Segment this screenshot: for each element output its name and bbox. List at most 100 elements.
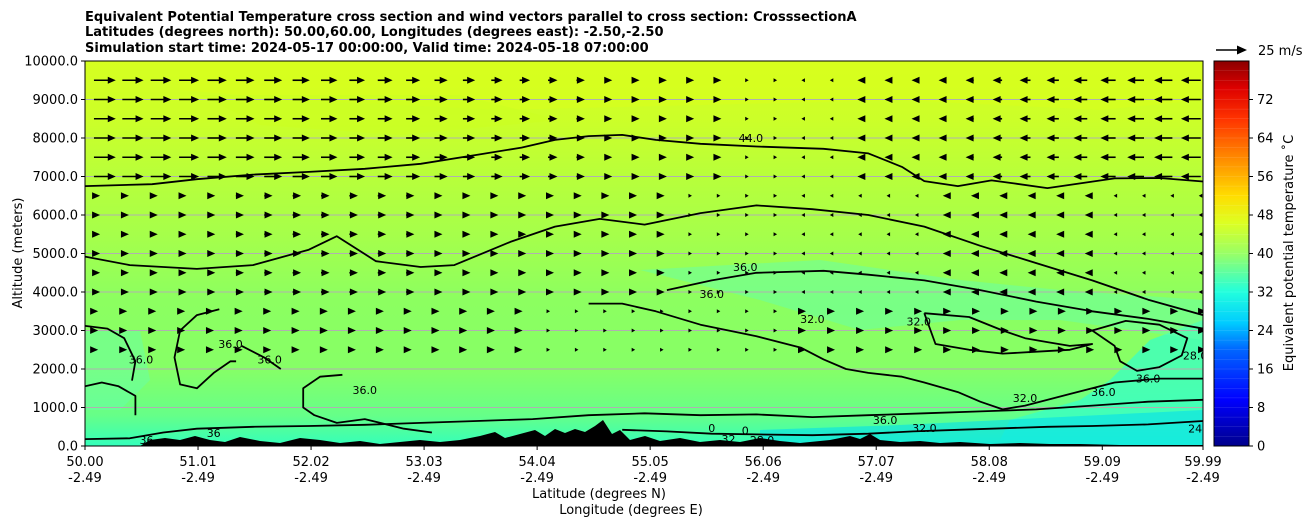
colorbar-tick-label: 16 bbox=[1257, 363, 1274, 378]
wind-vector-head bbox=[856, 327, 865, 334]
wind-vector-head bbox=[1019, 96, 1028, 103]
wind-vector bbox=[1170, 232, 1174, 237]
contour-line-36 bbox=[173, 308, 237, 390]
wind-vector-head bbox=[347, 307, 356, 315]
contour-label: 36.0 bbox=[733, 261, 758, 274]
wind-vector-head bbox=[149, 230, 158, 238]
wind-vector-head bbox=[148, 327, 157, 334]
wind-vector-head bbox=[656, 192, 665, 200]
wind-vector-head bbox=[656, 250, 665, 257]
wind-vector bbox=[688, 347, 692, 352]
wind-vector-head bbox=[942, 192, 951, 200]
wind-vector-head bbox=[573, 269, 582, 277]
wind-vector-head bbox=[576, 173, 585, 180]
wind-vector-head bbox=[549, 96, 558, 103]
wind-vector-head bbox=[1019, 115, 1028, 123]
wind-vector-head bbox=[263, 327, 272, 334]
wind-vector bbox=[1198, 213, 1203, 217]
wind-vector-head bbox=[246, 96, 255, 103]
wind-vector-head bbox=[686, 134, 695, 142]
contour-labels: 44.0 36.0 36.0 32.0 32.0 32.0 36.0 32.0 36.0 36.0… bbox=[129, 132, 1203, 446]
wind-vector-head bbox=[631, 173, 640, 180]
wind-vector-head bbox=[467, 173, 476, 180]
wind-vector-head bbox=[914, 346, 923, 354]
wind-vector-head bbox=[234, 327, 243, 334]
wind-vector-head bbox=[884, 173, 893, 180]
wind-vector-head bbox=[631, 134, 640, 142]
wind-vector-head bbox=[462, 288, 471, 296]
wind-vector-head bbox=[518, 192, 527, 200]
x-tick-label-lon: -2.49 bbox=[407, 471, 441, 486]
contour-line-36 bbox=[1091, 320, 1189, 372]
wind-vector-head bbox=[403, 307, 412, 315]
wind-vector-head bbox=[601, 288, 610, 296]
x-tick-label-lat: 54.04 bbox=[519, 455, 556, 470]
wind-vector-head bbox=[349, 192, 358, 200]
wind-vector-head bbox=[246, 173, 255, 180]
wind-vector-head bbox=[293, 192, 302, 200]
wind-vector-head bbox=[856, 307, 865, 315]
wind-vector bbox=[1113, 232, 1118, 237]
wind-vector-head bbox=[656, 288, 665, 296]
wind-vector bbox=[1113, 213, 1118, 217]
wind-vector-head bbox=[293, 211, 302, 219]
wind-vector-head bbox=[798, 327, 807, 334]
wind-vector-head bbox=[1046, 115, 1055, 123]
wind-vector bbox=[631, 309, 636, 314]
wind-vector bbox=[829, 155, 834, 160]
wind-vector-head bbox=[1046, 96, 1055, 103]
wind-vector-head bbox=[1142, 327, 1151, 334]
wind-vector-head bbox=[406, 269, 415, 277]
wind-vector-head bbox=[1198, 307, 1203, 315]
wind-vector bbox=[858, 251, 862, 256]
wind-vector-head bbox=[149, 192, 158, 200]
wind-vector-head bbox=[459, 346, 468, 354]
wind-vector-head bbox=[938, 134, 947, 142]
wind-vector-head bbox=[406, 288, 415, 296]
wind-vector-head bbox=[713, 76, 722, 84]
contour-label: 36.0 bbox=[257, 353, 282, 366]
wind-vector-head bbox=[1100, 115, 1109, 123]
wind-vector-head bbox=[135, 76, 144, 84]
wind-vector-head bbox=[293, 288, 302, 296]
wind-vector-head bbox=[1084, 288, 1093, 296]
wind-vector-head bbox=[1086, 327, 1095, 334]
wind-vector bbox=[773, 78, 778, 83]
wind-vector-head bbox=[884, 96, 893, 103]
wind-vector bbox=[1113, 193, 1118, 198]
wind-vector-head bbox=[163, 115, 172, 123]
wind-vector-head bbox=[301, 96, 310, 103]
wind-vector-head bbox=[349, 211, 358, 219]
wind-vector-head bbox=[434, 192, 443, 200]
wind-vector-head bbox=[1084, 211, 1093, 219]
y-axis-label: Altitude (meters) bbox=[11, 198, 26, 309]
wind-vector-head bbox=[1154, 76, 1163, 84]
wind-vector-head bbox=[972, 346, 981, 354]
wind-vector-head bbox=[857, 134, 866, 142]
wind-vector-head bbox=[90, 307, 99, 315]
wind-vectors bbox=[90, 76, 1203, 354]
wind-vector-head bbox=[601, 269, 610, 277]
wind-vector-head bbox=[119, 327, 128, 334]
wind-vector-head bbox=[1056, 230, 1065, 238]
wind-vector-head bbox=[1056, 192, 1065, 200]
wind-vector bbox=[914, 193, 919, 198]
wind-vector bbox=[829, 270, 834, 275]
wind-vector-head bbox=[576, 115, 585, 123]
wind-vector-head bbox=[264, 288, 273, 296]
wind-vector-head bbox=[884, 153, 893, 161]
wind-vector-head bbox=[522, 134, 531, 142]
wind-vector-head bbox=[1073, 96, 1082, 103]
wind-vector-head bbox=[1180, 134, 1189, 142]
wind-vector-head bbox=[629, 250, 638, 257]
wind-vector-head bbox=[119, 346, 128, 354]
wind-vector bbox=[773, 232, 778, 237]
wind-vector-head bbox=[246, 115, 255, 123]
wind-vector-head bbox=[1170, 327, 1179, 334]
wind-vector-head bbox=[490, 230, 499, 238]
wind-vector-head bbox=[384, 153, 393, 161]
wind-vector-head bbox=[403, 327, 412, 334]
wind-vector-head bbox=[604, 96, 613, 103]
wind-vector-head bbox=[1000, 307, 1009, 315]
wind-vector bbox=[801, 251, 805, 256]
